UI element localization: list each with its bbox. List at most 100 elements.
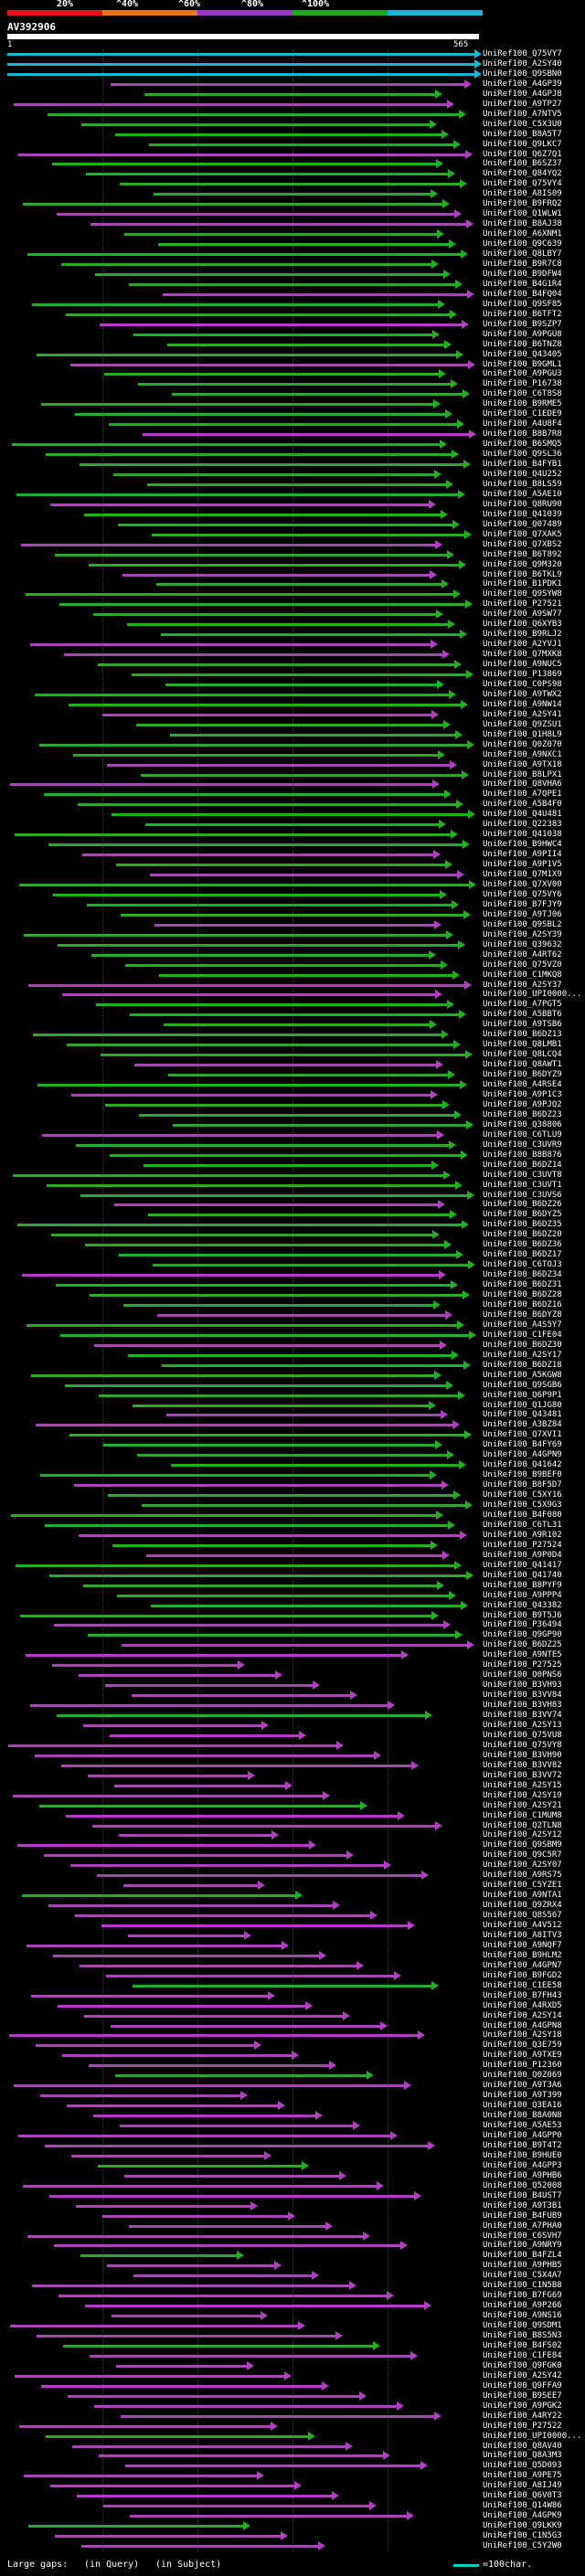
hit-id-link[interactable]: UniRef100_A9SW77: [483, 610, 562, 620]
hit-alignment-bar[interactable]: [59, 599, 473, 610]
hit-alignment-bar[interactable]: [22, 1891, 303, 1901]
hit-alignment-bar[interactable]: [110, 1150, 468, 1160]
hit-alignment-bar[interactable]: [41, 399, 441, 409]
hit-alignment-bar[interactable]: [138, 379, 458, 389]
hit-id-link[interactable]: UniRef100_A4RSE4: [483, 1080, 562, 1090]
hit-alignment-bar[interactable]: [48, 840, 470, 850]
hit-id-link[interactable]: UniRef100_Q9SYW8: [483, 589, 562, 599]
hit-alignment-bar[interactable]: [14, 2081, 411, 2091]
hit-id-link[interactable]: UniRef100_C5Y2W0: [483, 2541, 562, 2551]
hit-alignment-bar[interactable]: [39, 739, 474, 749]
hit-id-link[interactable]: UniRef100_Q0PNS6: [483, 1670, 562, 1680]
hit-alignment-bar[interactable]: [95, 269, 451, 279]
hit-alignment-bar[interactable]: [111, 79, 472, 89]
hit-id-link[interactable]: UniRef100_B4F080: [483, 1510, 562, 1520]
hit-alignment-bar[interactable]: [163, 289, 474, 299]
hit-id-link[interactable]: UniRef100_B9HLM2: [483, 1950, 562, 1960]
hit-id-link[interactable]: UniRef100_P27525: [483, 1660, 562, 1670]
hit-alignment-bar[interactable]: [20, 1610, 439, 1620]
hit-alignment-bar[interactable]: [170, 729, 463, 739]
hit-alignment-bar[interactable]: [123, 1881, 265, 1891]
hit-alignment-bar[interactable]: [101, 1921, 415, 1931]
hit-id-link[interactable]: UniRef100_A4U8F4: [483, 419, 562, 429]
hit-id-link[interactable]: UniRef100_A4V512: [483, 1921, 562, 1931]
hit-alignment-bar[interactable]: [61, 1760, 419, 1770]
hit-alignment-bar[interactable]: [109, 419, 464, 429]
hit-id-link[interactable]: UniRef100_Q0Z070: [483, 739, 562, 749]
hit-alignment-bar[interactable]: [152, 529, 472, 539]
hit-id-link[interactable]: UniRef100_Q9SDM1: [483, 2321, 562, 2331]
hit-id-link[interactable]: UniRef100_B6SZ37: [483, 159, 562, 169]
hit-alignment-bar[interactable]: [32, 299, 445, 309]
hit-alignment-bar[interactable]: [111, 2020, 388, 2030]
hit-id-link[interactable]: UniRef100_A3BZ84: [483, 1420, 562, 1430]
hit-id-link[interactable]: UniRef100_P36494: [483, 1620, 562, 1630]
hit-id-link[interactable]: UniRef100_C1MUM8: [483, 1810, 562, 1820]
hit-alignment-bar[interactable]: [153, 1260, 475, 1270]
hit-alignment-bar[interactable]: [45, 1520, 455, 1530]
hit-id-link[interactable]: UniRef100_B6DYZ9: [483, 1070, 562, 1080]
hit-alignment-bar[interactable]: [157, 1309, 452, 1320]
hit-alignment-bar[interactable]: [50, 499, 436, 509]
hit-alignment-bar[interactable]: [108, 1490, 461, 1500]
hit-id-link[interactable]: UniRef100_A9TWX2: [483, 689, 562, 699]
hit-alignment-bar[interactable]: [89, 559, 466, 569]
hit-id-link[interactable]: UniRef100_B9FRQ2: [483, 199, 562, 209]
hit-alignment-bar[interactable]: [116, 860, 452, 870]
hit-alignment-bar[interactable]: [35, 1750, 381, 1760]
hit-alignment-bar[interactable]: [124, 229, 444, 239]
hit-alignment-bar[interactable]: [158, 239, 456, 249]
hit-id-link[interactable]: UniRef100_Q3EA16: [483, 2101, 562, 2111]
hit-id-link[interactable]: UniRef100_P12360: [483, 2061, 562, 2071]
hit-id-link[interactable]: UniRef100_C1FE04: [483, 1330, 562, 1340]
hit-alignment-bar[interactable]: [144, 89, 442, 99]
hit-id-link[interactable]: UniRef100_C1FE84: [483, 2350, 562, 2360]
hit-alignment-bar[interactable]: [53, 889, 447, 899]
hit-id-link[interactable]: UniRef100_Q9LKC7: [483, 139, 562, 149]
hit-alignment-bar[interactable]: [13, 1170, 451, 1180]
hit-id-link[interactable]: UniRef100_B6DZ26: [483, 1200, 562, 1210]
hit-id-link[interactable]: UniRef100_A4GP39: [483, 79, 562, 89]
hit-alignment-bar[interactable]: [122, 569, 437, 579]
hit-id-link[interactable]: UniRef100_A4RXD5: [483, 2000, 562, 2010]
hit-id-link[interactable]: UniRef100_A2SY13: [483, 1720, 562, 1730]
hit-alignment-bar[interactable]: [93, 2111, 323, 2121]
hit-id-link[interactable]: UniRef100_P13869: [483, 670, 562, 680]
hit-alignment-bar[interactable]: [64, 650, 450, 660]
hit-alignment-bar[interactable]: [146, 1550, 450, 1560]
hit-alignment-bar[interactable]: [12, 440, 447, 450]
hit-alignment-bar[interactable]: [52, 1660, 245, 1670]
hit-id-link[interactable]: UniRef100_A9NUC5: [483, 660, 562, 670]
hit-alignment-bar[interactable]: [124, 2170, 346, 2180]
hit-id-link[interactable]: UniRef100_B9BEF0: [483, 1470, 562, 1480]
hit-alignment-bar[interactable]: [80, 2251, 244, 2261]
hit-alignment-bar[interactable]: [7, 49, 482, 58]
hit-alignment-bar[interactable]: [19, 880, 476, 890]
hit-id-link[interactable]: UniRef100_B4FUB9: [483, 2210, 562, 2221]
hit-alignment-bar[interactable]: [92, 1820, 442, 1830]
hit-alignment-bar[interactable]: [119, 1830, 279, 1840]
hit-id-link[interactable]: UniRef100_Q8LBY7: [483, 249, 562, 260]
hit-id-link[interactable]: UniRef100_Q5D093: [483, 2461, 562, 2471]
hit-alignment-bar[interactable]: [116, 2360, 254, 2370]
hit-alignment-bar[interactable]: [30, 1701, 395, 1711]
hit-alignment-bar[interactable]: [81, 119, 437, 129]
hit-alignment-bar[interactable]: [7, 58, 482, 69]
hit-id-link[interactable]: UniRef100_A4S5Y7: [483, 1320, 562, 1330]
hit-id-link[interactable]: UniRef100_B3VV74: [483, 1711, 562, 1721]
hit-alignment-bar[interactable]: [134, 1060, 443, 1070]
hit-alignment-bar[interactable]: [7, 69, 482, 79]
hit-alignment-bar[interactable]: [78, 800, 463, 810]
hit-id-link[interactable]: UniRef100_Q7XVI1: [483, 1430, 562, 1440]
hit-alignment-bar[interactable]: [132, 1691, 357, 1701]
hit-alignment-bar[interactable]: [129, 2221, 333, 2231]
hit-id-link[interactable]: UniRef100_Q8S567: [483, 1911, 562, 1921]
hit-id-link[interactable]: UniRef100_C6SVH7: [483, 2231, 562, 2241]
hit-alignment-bar[interactable]: [41, 2380, 329, 2390]
hit-id-link[interactable]: UniRef100_B9FGD2: [483, 1970, 562, 1980]
hit-id-link[interactable]: UniRef100_B1PDK1: [483, 579, 562, 589]
hit-id-link[interactable]: UniRef100_B6DZ35: [483, 1220, 562, 1230]
hit-alignment-bar[interactable]: [150, 870, 464, 880]
hit-id-link[interactable]: UniRef100_Q1WLW1: [483, 209, 562, 219]
hit-id-link[interactable]: UniRef100_B6TKL9: [483, 569, 562, 579]
